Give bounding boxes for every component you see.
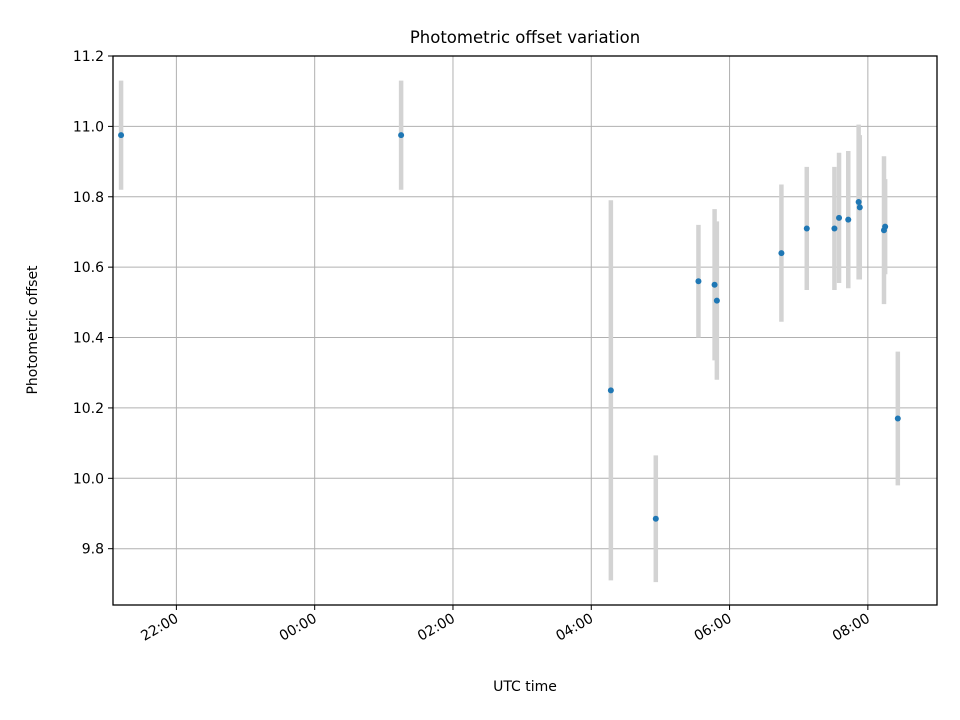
data-point [778,250,785,257]
data-point [836,214,843,221]
data-point [652,515,659,522]
y-axis-ticks: 9.8 10.0 10.2 10.4 10.6 10.8 11.0 11.2 [73,49,113,558]
data-point [856,204,863,211]
data-point [118,132,125,139]
chart-title: Photometric offset variation [410,28,640,47]
plot-frame [112,55,938,606]
data-points [118,132,901,522]
y-tick-label: 11.0 [73,119,104,135]
data-point [855,199,862,206]
data-point [695,278,702,285]
data-point [831,225,838,232]
y-tick-label: 10.8 [73,190,104,206]
y-tick-label: 10.0 [73,471,104,487]
data-point [894,415,901,422]
data-point [607,387,614,394]
data-point [398,132,405,139]
y-tick-label: 10.4 [73,331,104,347]
y-tick-label: 10.6 [73,260,104,276]
data-point [713,297,720,304]
y-tick-label: 11.2 [73,49,104,65]
y-tick-label: 9.8 [82,542,104,558]
data-point [882,223,889,230]
y-tick-label: 10.2 [73,401,104,417]
data-point [845,216,852,223]
data-point [803,225,810,232]
data-point [711,281,718,288]
x-axis-label: UTC time [493,679,557,695]
y-axis-label: Photometric offset [25,265,41,395]
